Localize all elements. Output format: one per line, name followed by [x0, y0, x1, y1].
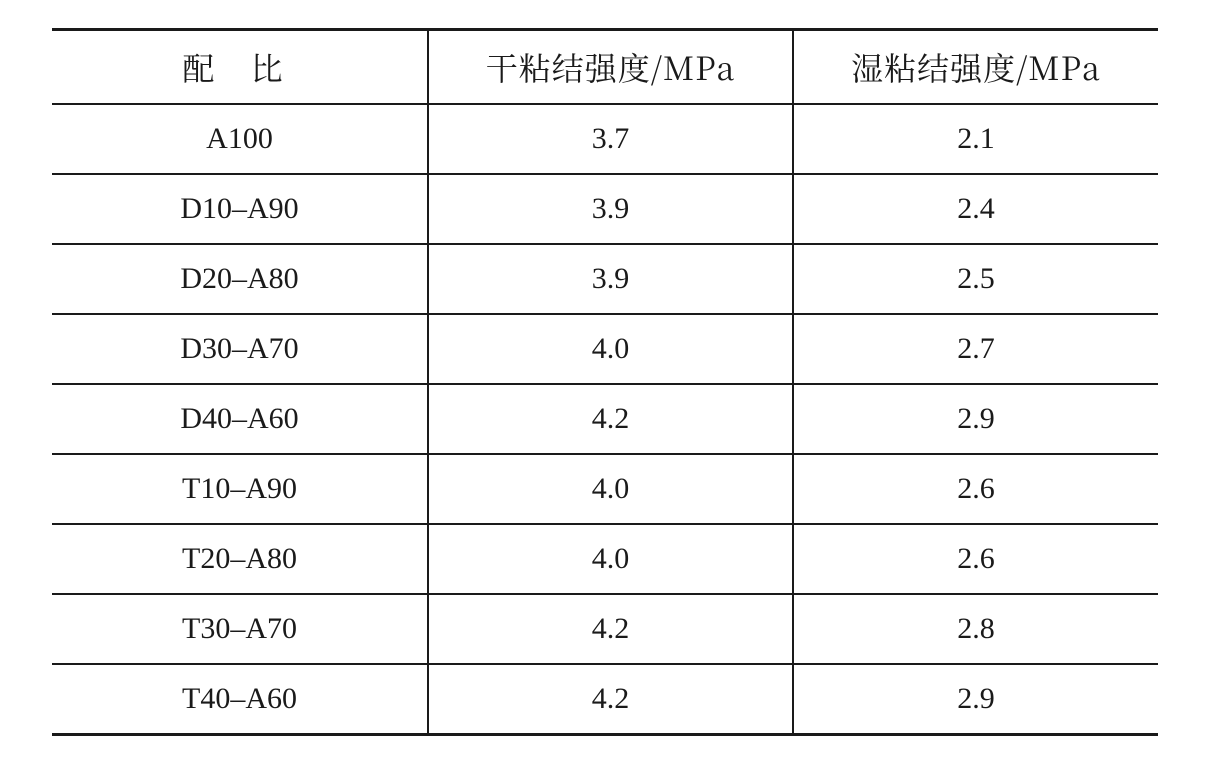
cell-wet-strength: 2.1: [793, 104, 1158, 174]
table-header-row: 配 比 干粘结强度/MPa 湿粘结强度/MPa: [52, 30, 1158, 105]
table-row: T10–A90 4.0 2.6: [52, 454, 1158, 524]
table-row: D10–A90 3.9 2.4: [52, 174, 1158, 244]
cell-wet-strength: 2.4: [793, 174, 1158, 244]
cell-wet-strength: 2.9: [793, 384, 1158, 454]
cell-ratio: T30–A70: [52, 594, 428, 664]
cell-wet-strength: 2.7: [793, 314, 1158, 384]
table-row: D20–A80 3.9 2.5: [52, 244, 1158, 314]
cell-wet-strength: 2.6: [793, 454, 1158, 524]
col-header-wet-strength: 湿粘结强度/MPa: [793, 30, 1158, 105]
cell-dry-strength: 4.0: [428, 524, 793, 594]
table-row: D40–A60 4.2 2.9: [52, 384, 1158, 454]
cell-ratio: A100: [52, 104, 428, 174]
cell-wet-strength: 2.8: [793, 594, 1158, 664]
cell-dry-strength: 3.7: [428, 104, 793, 174]
cell-ratio: T10–A90: [52, 454, 428, 524]
cell-ratio: D40–A60: [52, 384, 428, 454]
cell-wet-strength: 2.5: [793, 244, 1158, 314]
cell-dry-strength: 4.2: [428, 384, 793, 454]
table-row: T40–A60 4.2 2.9: [52, 664, 1158, 735]
table-row: T20–A80 4.0 2.6: [52, 524, 1158, 594]
cell-dry-strength: 4.0: [428, 454, 793, 524]
col-header-dry-strength: 干粘结强度/MPa: [428, 30, 793, 105]
bond-strength-table: 配 比 干粘结强度/MPa 湿粘结强度/MPa A100 3.7 2.1 D10…: [52, 28, 1158, 736]
cell-dry-strength: 3.9: [428, 174, 793, 244]
col-header-ratio-label: 配 比: [182, 44, 296, 90]
cell-ratio: D20–A80: [52, 244, 428, 314]
page: 配 比 干粘结强度/MPa 湿粘结强度/MPa A100 3.7 2.1 D10…: [0, 0, 1210, 760]
cell-ratio: D10–A90: [52, 174, 428, 244]
cell-ratio: D30–A70: [52, 314, 428, 384]
cell-dry-strength: 4.2: [428, 594, 793, 664]
cell-wet-strength: 2.9: [793, 664, 1158, 735]
col-header-ratio: 配 比: [52, 30, 428, 105]
table-row: D30–A70 4.0 2.7: [52, 314, 1158, 384]
cell-ratio: T20–A80: [52, 524, 428, 594]
col-header-dry-strength-label: 干粘结强度/MPa: [486, 44, 736, 90]
cell-dry-strength: 4.2: [428, 664, 793, 735]
cell-dry-strength: 4.0: [428, 314, 793, 384]
table-row: A100 3.7 2.1: [52, 104, 1158, 174]
cell-wet-strength: 2.6: [793, 524, 1158, 594]
col-header-wet-strength-label: 湿粘结强度/MPa: [851, 44, 1101, 90]
table-row: T30–A70 4.2 2.8: [52, 594, 1158, 664]
cell-ratio: T40–A60: [52, 664, 428, 735]
cell-dry-strength: 3.9: [428, 244, 793, 314]
